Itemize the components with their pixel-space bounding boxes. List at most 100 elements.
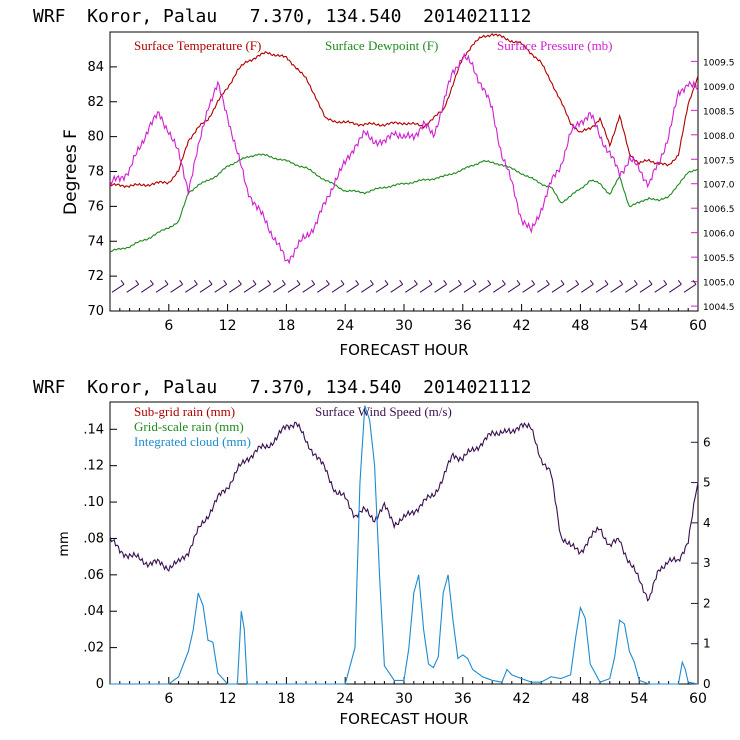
wind-barb [434,280,448,293]
wind-barb [507,280,521,293]
wind-barb [522,280,536,293]
x-tick-label: 6 [164,691,173,707]
x-tick-label: 48 [571,318,589,334]
top-legend-pres: Surface Pressure (mb) [497,38,613,53]
y2-tick-label: 1007.5 [703,156,735,166]
wind-barb [478,280,492,293]
wind-barb [126,280,140,293]
y2-tick-label: 5 [703,476,711,490]
wind-barb [243,280,257,293]
series-line-surface-wind-speed-m-s [109,421,699,602]
wind-barb [185,280,198,293]
top-xlabel: FORECAST HOUR [339,341,468,359]
x-tick-label: 42 [513,691,531,707]
x-tick-label: 48 [571,691,589,707]
wind-barb [331,280,345,293]
wind-barb [463,280,477,293]
top-series-lines [109,32,699,265]
y2-tick-label: 4 [703,516,711,530]
x-tick-label: 36 [454,691,472,707]
y2-tick-label: 2 [703,596,711,610]
top-legend-dew: Surface Dewpoint (F) [325,38,438,53]
wind-barb [302,280,316,293]
wind-barb [361,280,374,293]
y2-tick-label: 1004.5 [703,303,735,313]
bottom-legend-subgrid: Sub-grid rain (mm) [134,404,235,419]
wind-barb [258,280,272,293]
wind-barb [566,280,580,293]
y2-tick-label: 1005.0 [703,279,735,289]
bottom-xlabel: FORECAST HOUR [339,710,468,728]
y2-tick-label: 1008.5 [703,107,735,117]
x-tick-label: 30 [395,691,413,707]
top-ylabel: Degrees F [61,129,81,215]
wind-barb [214,280,228,293]
wind-barb [375,280,389,293]
y-tick-label: 72 [87,269,104,284]
wind-barb [287,280,301,293]
y-tick-label: 0 [96,677,104,692]
y-tick-label: 84 [87,60,104,75]
wind-barb [654,280,668,293]
bottom-axes: 6 12 18 24 30 36 42 48 54 600.02.04.06.08.10.12.1… [83,422,710,707]
y-tick-label: .10 [83,495,104,510]
series-line-surface-pressure-mb [109,52,699,265]
wind-barb [493,280,506,293]
wind-barb [551,280,565,293]
wind-barb [595,280,609,293]
wind-barb [170,280,184,293]
wind-barbs [111,280,697,293]
x-tick-label: 12 [219,691,237,707]
wind-barb [111,280,125,293]
y2-tick-label: 1006.5 [703,205,735,215]
wind-barb [405,280,418,293]
wind-barb [199,280,213,293]
y2-tick-label: 3 [703,556,711,570]
wind-barb [390,280,404,293]
x-tick-label: 36 [454,318,472,334]
x-tick-label: 18 [277,318,295,334]
y2-tick-label: 1 [703,637,711,651]
x-tick-label: 54 [630,318,648,334]
y-tick-label: 70 [87,304,104,319]
wind-barb [419,280,433,293]
y-tick-label: 76 [87,199,104,214]
y2-tick-label: 1006.0 [703,230,735,240]
y-tick-label: .04 [83,604,104,619]
chart-title-top: WRF Koror, Palau 7.370, 134.540 20140211… [33,6,532,27]
x-tick-label: 24 [336,691,354,707]
wind-barb [625,280,638,293]
wind-barb [537,280,550,293]
y-tick-label: .14 [83,422,104,437]
x-tick-label: 54 [630,691,648,707]
series-line-surface-temperature-f [109,32,699,189]
chart-title-bottom: WRF Koror, Palau 7.370, 134.540 20140211… [33,377,532,398]
x-tick-label: 24 [336,318,354,334]
y2-tick-label: 1009.5 [703,58,735,68]
series-line-surface-dewpoint-f [109,153,699,253]
x-tick-label: 60 [689,691,707,707]
y-tick-label: .06 [83,568,104,583]
wind-barb [317,280,330,293]
bottom-legend-gridrain: Grid-scale rain (mm) [134,419,244,434]
y-tick-label: .08 [83,531,104,546]
wind-barb [639,280,653,293]
y2-tick-label: 6 [703,435,711,449]
wind-barb [273,280,286,293]
y2-tick-label: 1009.0 [703,83,735,93]
y-tick-label: .12 [83,459,104,474]
wind-barb [581,280,594,293]
x-tick-label: 30 [395,318,413,334]
rain-wind-plot: 6 12 18 24 30 36 42 48 54 600.02.04.06.08.10.12.1… [57,401,711,728]
y2-tick-label: 1008.0 [703,132,735,142]
top-legend-temp: Surface Temperature (F) [134,38,261,53]
bottom-legend-wind: Surface Wind Speed (m/s) [315,404,452,419]
wind-barb [449,280,462,293]
bottom-ylabel: mm [57,531,72,556]
y-tick-label: 80 [87,130,104,145]
wind-barb [346,280,360,293]
wind-barb [141,280,154,293]
temperature-plot: 6 12 18 24 30 36 42 48 54 60 70 72 74 76 78 80 82 84 1004.… [61,31,735,359]
y-tick-label: 82 [87,95,104,110]
